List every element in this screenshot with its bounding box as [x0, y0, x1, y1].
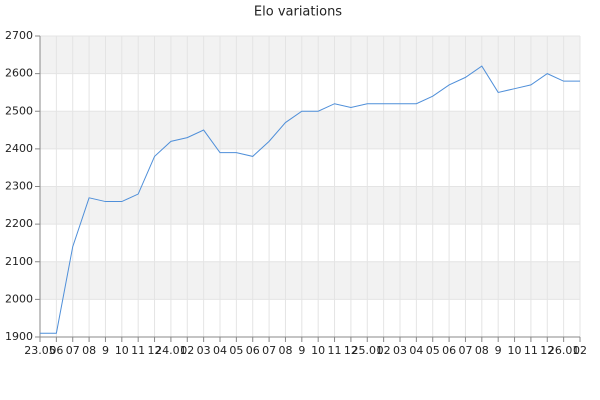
x-tick-label: 04: [213, 344, 227, 357]
y-tick-label: 2700: [5, 29, 33, 42]
x-tick-label: 02: [573, 344, 587, 357]
x-tick-label: 12: [344, 344, 358, 357]
y-tick-label: 2200: [5, 217, 33, 230]
x-tick-label: 9: [495, 344, 502, 357]
grid-band: [40, 261, 580, 300]
x-tick-label: 12: [540, 344, 554, 357]
x-tick-label: 02: [180, 344, 194, 357]
x-tick-label: 25.01: [352, 344, 384, 357]
x-tick-label: 12: [148, 344, 162, 357]
x-tick-label: 03: [197, 344, 211, 357]
x-tick-label: 03: [393, 344, 407, 357]
x-tick-label: 08: [278, 344, 292, 357]
x-tick-label: 24.01: [155, 344, 187, 357]
grid-band: [40, 186, 580, 225]
x-tick-label: 10: [508, 344, 522, 357]
x-tick-label: 10: [115, 344, 129, 357]
x-tick-label: 26.01: [548, 344, 580, 357]
chart-title: Elo variations: [254, 5, 342, 20]
x-tick-label: 06: [49, 344, 63, 357]
x-tick-label: 06: [246, 344, 260, 357]
x-tick-label: 07: [66, 344, 80, 357]
x-tick-label: 04: [409, 344, 423, 357]
y-tick-label: 1900: [5, 330, 33, 343]
x-tick-label: 23.05: [24, 344, 56, 357]
x-tick-label: 06: [442, 344, 456, 357]
x-tick-label: 11: [328, 344, 342, 357]
x-tick-label: 11: [131, 344, 145, 357]
x-tick-label: 05: [229, 344, 243, 357]
grid-band: [40, 36, 580, 74]
line: [40, 65, 580, 334]
x-tick-label: 05: [426, 344, 440, 357]
x-tick-label: 08: [475, 344, 489, 357]
y-tick-label: 2000: [5, 292, 33, 305]
y-tick-label: 2100: [5, 255, 33, 268]
x-tick-label: 11: [524, 344, 538, 357]
x-tick-label: 10: [311, 344, 325, 357]
y-tick-label: 2500: [5, 104, 33, 117]
y-tick-label: 2600: [5, 67, 33, 80]
x-tick-label: 02: [377, 344, 391, 357]
x-tick-label: 08: [82, 344, 96, 357]
grid-band: [40, 111, 580, 149]
y-tick-label: 2400: [5, 142, 33, 155]
x-tick-label: 07: [458, 344, 472, 357]
y-tick-label: 2300: [5, 180, 33, 193]
x-tick-label: 9: [298, 344, 305, 357]
x-tick-label: 07: [262, 344, 276, 357]
x-tick-label: 9: [102, 344, 109, 357]
